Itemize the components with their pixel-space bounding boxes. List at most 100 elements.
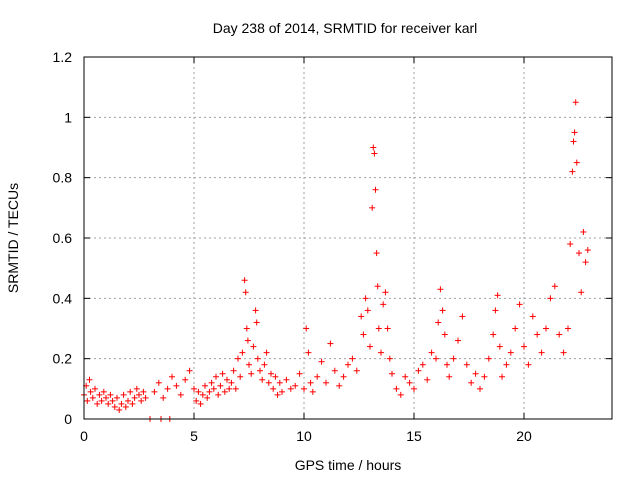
data-point: [370, 144, 377, 151]
data-points: [81, 99, 591, 422]
data-point: [468, 379, 475, 386]
data-point: [384, 325, 391, 332]
data-point: [349, 355, 356, 362]
data-point: [213, 373, 219, 380]
data-point: [364, 307, 371, 314]
data-point: [439, 307, 446, 314]
data-point: [243, 325, 250, 332]
y-tick-label: 0.2: [53, 351, 73, 367]
data-point: [103, 394, 109, 401]
data-point: [109, 397, 116, 404]
data-point: [105, 400, 112, 407]
data-point: [261, 361, 268, 368]
data-point: [565, 325, 571, 332]
data-point: [444, 361, 450, 368]
data-point: [435, 319, 442, 326]
data-point: [477, 385, 483, 392]
data-point: [120, 391, 127, 398]
data-point: [560, 349, 567, 356]
x-tick-label: 5: [190, 428, 198, 444]
data-point: [241, 277, 248, 284]
data-point: [301, 385, 307, 392]
data-point: [345, 361, 351, 368]
data-point: [265, 379, 272, 386]
y-tick-label: 0.6: [53, 230, 73, 246]
data-point: [386, 355, 393, 362]
data-point: [250, 343, 257, 350]
y-tick-label: 0.8: [53, 170, 73, 186]
data-point: [411, 385, 417, 392]
data-point: [499, 373, 505, 380]
data-point: [309, 388, 316, 395]
data-point: [164, 385, 171, 392]
data-point: [572, 99, 579, 106]
data-point: [450, 355, 457, 362]
y-tick-label: 1.2: [53, 49, 73, 65]
data-point: [276, 379, 283, 386]
data-point: [419, 361, 426, 368]
data-point: [116, 406, 123, 413]
data-point: [287, 385, 294, 392]
data-point: [397, 391, 404, 398]
data-point: [279, 388, 285, 395]
data-point: [521, 343, 527, 350]
data-point: [114, 394, 120, 401]
data-point: [186, 367, 193, 374]
data-point: [353, 367, 360, 374]
data-point: [303, 325, 310, 332]
data-point: [151, 388, 158, 395]
data-point: [155, 379, 162, 386]
data-point: [239, 349, 246, 356]
data-point: [369, 204, 376, 211]
data-point: [224, 376, 230, 383]
data-point: [206, 388, 213, 395]
data-point: [232, 385, 239, 392]
axis-ticks: 0 5 10 15 20 0 0.2 0.4 0.6 0.8 1 1.2: [53, 49, 612, 444]
data-point: [193, 397, 200, 404]
y-tick-label: 1: [64, 109, 72, 125]
data-point: [195, 388, 202, 395]
data-point: [230, 367, 237, 374]
data-point: [382, 289, 389, 296]
data-point: [307, 379, 314, 386]
data-point: [208, 379, 215, 386]
data-point: [228, 379, 235, 386]
data-point: [485, 355, 492, 362]
data-point: [219, 370, 226, 377]
data-point: [138, 397, 145, 404]
data-point: [393, 385, 400, 392]
data-point: [274, 391, 281, 398]
data-point: [133, 385, 140, 392]
data-point: [160, 394, 167, 401]
data-point: [415, 367, 422, 374]
data-point: [490, 331, 497, 338]
x-tick-label: 20: [516, 428, 532, 444]
data-point: [296, 370, 303, 377]
data-point: [492, 307, 499, 314]
data-point: [567, 241, 574, 248]
data-point: [494, 292, 501, 299]
data-point: [503, 361, 510, 368]
data-point: [463, 361, 470, 368]
data-point: [202, 382, 208, 389]
data-point: [92, 385, 98, 392]
data-point: [254, 355, 261, 362]
data-point: [529, 313, 536, 320]
data-point: [516, 301, 523, 308]
data-point: [551, 283, 558, 290]
data-point: [327, 340, 334, 347]
data-point: [177, 391, 184, 398]
data-point: [100, 388, 107, 395]
data-point: [481, 373, 488, 380]
data-point: [140, 388, 147, 395]
data-point: [197, 400, 204, 407]
data-point: [373, 250, 380, 257]
data-point: [428, 349, 435, 356]
data-point: [242, 289, 249, 296]
data-point: [136, 391, 142, 398]
data-point: [472, 370, 479, 377]
data-point: [217, 382, 224, 389]
x-tick-label: 10: [296, 428, 312, 444]
data-point: [87, 388, 94, 395]
data-point: [253, 319, 260, 326]
